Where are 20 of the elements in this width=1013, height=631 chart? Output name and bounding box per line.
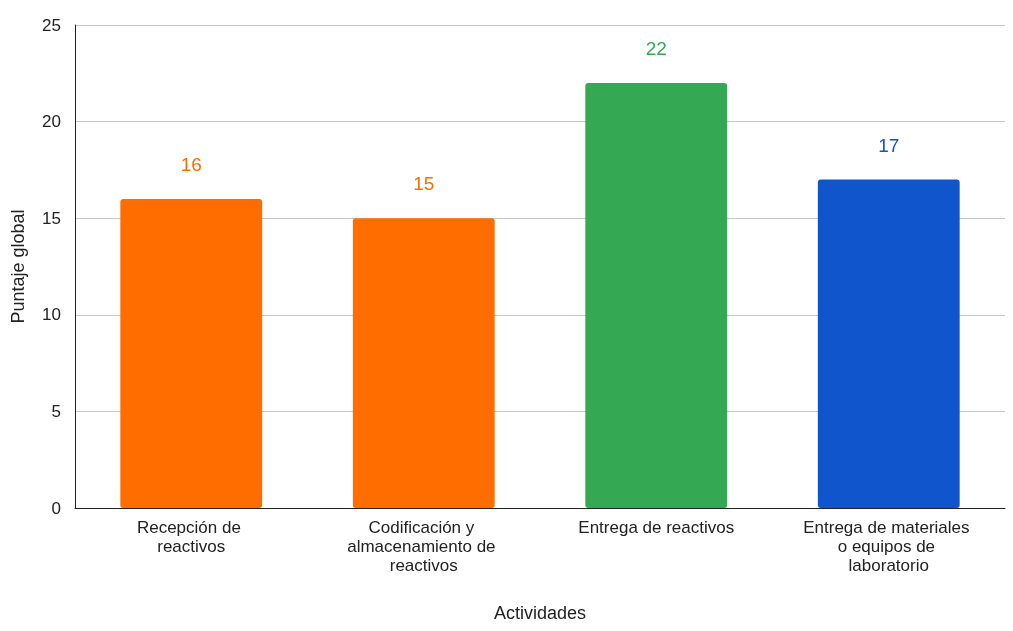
x-tick-label: Codificación y almacenamiento de reactivos xyxy=(347,518,501,575)
y-tick-label: 25 xyxy=(42,15,61,35)
bar xyxy=(817,179,960,508)
y-tick-label: 20 xyxy=(42,112,61,132)
y-tick-label: 5 xyxy=(51,401,61,421)
data-label: 16 xyxy=(180,153,202,175)
x-tick-label: Recepción de reactivos xyxy=(136,518,246,556)
data-label: 22 xyxy=(645,37,667,59)
bar xyxy=(352,218,495,508)
bar xyxy=(120,198,263,508)
bar xyxy=(585,82,728,508)
y-tick-label: 0 xyxy=(51,498,61,518)
data-label: 17 xyxy=(878,134,900,156)
data-label: 15 xyxy=(413,173,435,195)
y-tick-label: 10 xyxy=(42,305,61,325)
y-axis-title: Puntaje global xyxy=(8,209,28,324)
x-axis-title: Actividades xyxy=(493,603,587,623)
x-tick-label: Entrega de materiales o equipos de laboratorio xyxy=(803,518,975,575)
y-tick-label: 15 xyxy=(42,208,61,228)
x-tick-label: Entrega de reactivos xyxy=(578,518,735,537)
